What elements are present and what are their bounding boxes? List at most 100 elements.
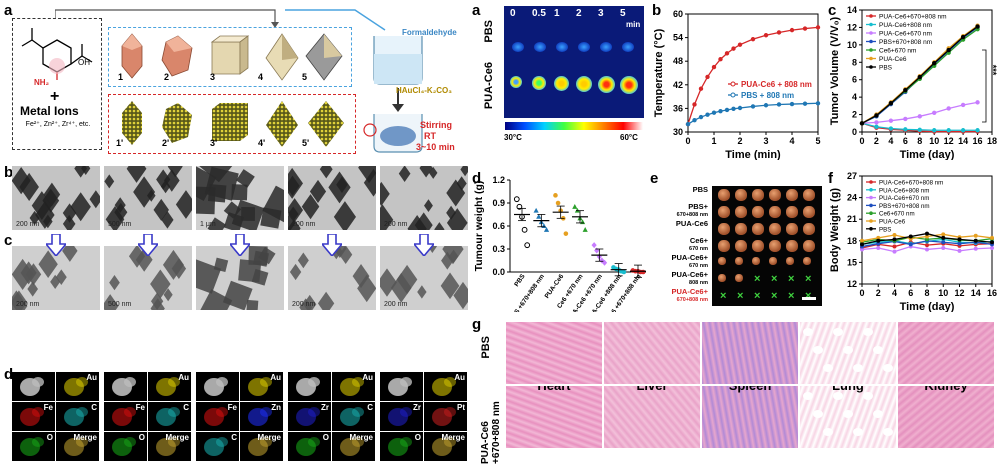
tumor-sample	[718, 274, 726, 282]
tumor-row-name: PBS	[692, 185, 708, 194]
x-tick-label: 1	[711, 136, 716, 146]
eds-element-label: Au	[270, 373, 281, 382]
data-point	[941, 246, 946, 251]
data-point	[524, 242, 531, 249]
eds-element-label: Zr	[413, 403, 421, 412]
photo-scale-bar	[802, 297, 816, 300]
tumor-row-name: PUA-Ce6+	[671, 253, 708, 262]
scale-bar-label: 200 nm	[16, 221, 40, 228]
data-point	[698, 114, 704, 120]
data-point	[975, 24, 980, 29]
thermal-spot-pua	[620, 76, 638, 94]
legend-entry: PUA-Ce6+808 nm	[879, 22, 932, 29]
absent-tumor-mark: ×	[720, 290, 727, 302]
data-point	[731, 106, 736, 111]
data-point	[941, 232, 946, 237]
y-tick-label: 21	[847, 214, 857, 224]
data-point	[892, 244, 897, 249]
tumor-row-sub: 670+808 nm	[676, 212, 708, 218]
eds-element-label: Au	[454, 373, 465, 382]
x-tick-label: 16	[987, 288, 997, 298]
data-point	[533, 207, 539, 213]
data-point	[718, 108, 723, 114]
data-point	[711, 64, 717, 70]
tumor-sample	[786, 189, 798, 201]
time-label: 3~10 min	[416, 142, 455, 152]
temperature-chart: 0 1 2 3 4 5 30 36 42 48 54 60 Time (min) Temperature …	[653, 9, 821, 160]
tumor-sample	[718, 206, 730, 218]
ligand-structure	[21, 28, 93, 80]
x-tick-label: 16	[973, 136, 983, 146]
plus-sign: +	[50, 88, 60, 105]
thermal-spot-pua	[510, 76, 522, 88]
eds-map: Pt	[424, 402, 467, 431]
eds-element-label: C	[231, 433, 237, 442]
data-point	[908, 234, 913, 239]
haucl-label: HAuCl₄-K₂CO₃	[396, 86, 452, 95]
tumor-row-name: PUA-Ce6+	[671, 270, 708, 279]
panel-label-d-left: d	[4, 366, 14, 383]
data-point	[692, 117, 697, 123]
histology-scale-bar	[968, 450, 990, 453]
data-point	[815, 25, 821, 30]
y-tick-label: 14	[847, 5, 857, 15]
panel-label-g: g	[472, 316, 482, 333]
data-point	[917, 127, 922, 133]
legend-entry: PUA-Ce6	[879, 56, 907, 63]
eds-element-label: Merge	[73, 433, 97, 442]
eds-map: Fe	[104, 402, 147, 431]
data-point	[888, 126, 894, 131]
thermal-row-pbs: PBS	[483, 20, 495, 43]
data-point	[692, 102, 697, 107]
eds-element-label: C	[91, 403, 97, 412]
absent-tumor-mark: ×	[788, 273, 795, 285]
data-point	[876, 246, 881, 251]
thermal-time-label: 0.5	[532, 8, 546, 19]
tumor-row-name: PUA-Ce6	[675, 219, 708, 228]
eds-map: Merge	[56, 432, 99, 461]
tem-image-c	[196, 246, 284, 310]
y-axis-label: Tumor Volume (V/V₀)	[829, 16, 841, 125]
histology-row-treated: PUA-Ce6 +670+808 nm	[480, 401, 502, 464]
data-point	[724, 107, 730, 113]
tumor-row-label: Ce6+ 670 nm	[658, 237, 708, 253]
legend-entry: Ce6+670 nm	[879, 48, 916, 55]
y-tick-label: 18	[847, 236, 857, 246]
absent-tumor-mark: ×	[805, 290, 812, 302]
tem-image-b: 200 nm	[380, 166, 468, 230]
eds-element-label: O	[322, 433, 329, 442]
eds-element-label: Merge	[441, 433, 465, 442]
data-point	[750, 104, 756, 109]
y-tick-label: 0.3	[492, 244, 505, 254]
tumor-sample	[752, 223, 764, 235]
eds-element-label: Merge	[349, 433, 373, 442]
y-tick-label: 0.0	[492, 267, 505, 277]
data-point	[685, 121, 691, 127]
tumor-sample	[769, 206, 781, 218]
y-tick-label: 0.9	[492, 198, 505, 208]
mof-number-2: 2	[164, 72, 170, 82]
eds-map	[196, 372, 239, 401]
histology-image: Spleen	[702, 386, 798, 448]
scale-bar-label: 200 nm	[384, 221, 408, 228]
organ-label: Spleen	[702, 386, 798, 393]
x-tick-label: 8	[924, 288, 929, 298]
panel-label-d-right: d	[472, 170, 482, 187]
data-point	[892, 237, 897, 242]
data-point	[860, 238, 865, 243]
eds-map: C	[332, 402, 375, 431]
data-point	[892, 233, 897, 238]
au-number-3: 3'	[210, 138, 218, 148]
data-point	[574, 207, 580, 213]
tumor-sample	[718, 189, 730, 201]
eds-element-label: C	[367, 403, 373, 412]
eds-map: Au	[332, 372, 375, 401]
eds-map: Au	[424, 372, 467, 401]
data-point	[543, 227, 550, 232]
thermal-spot-pbs	[512, 42, 524, 52]
x-tick-label: 4	[888, 136, 893, 146]
ligand-nh2: NH₂	[34, 78, 50, 87]
scale-bar-label: 200 nm	[292, 221, 316, 228]
eds-map: Au	[240, 372, 283, 401]
data-point	[860, 242, 865, 247]
